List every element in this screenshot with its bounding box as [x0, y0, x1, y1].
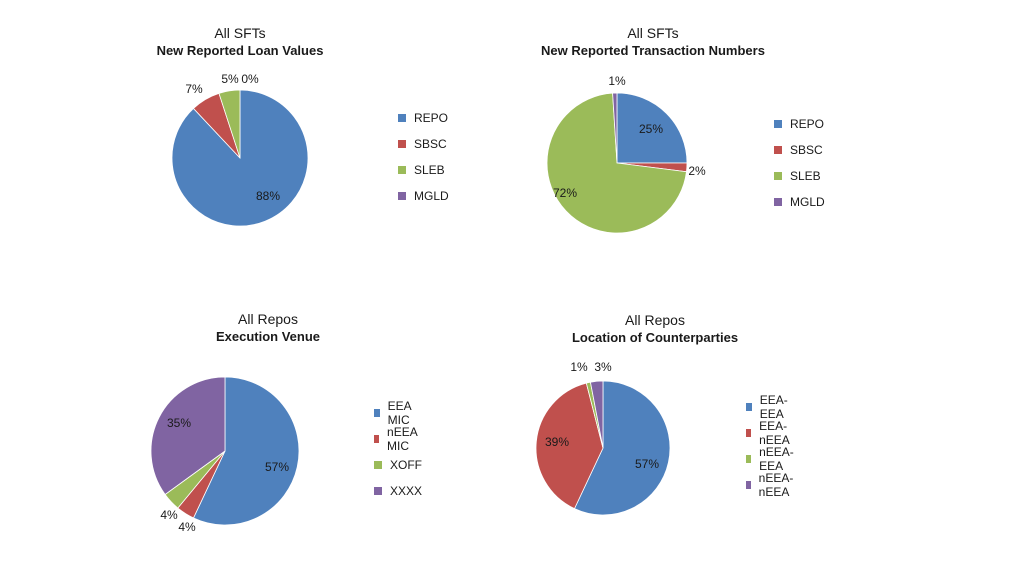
legend-item: XOFF	[374, 452, 422, 478]
chart-subtitle: All Repos	[625, 312, 685, 328]
legend-swatch	[374, 435, 380, 443]
data-label: 7%	[185, 82, 203, 96]
legend-item: REPO	[398, 105, 449, 131]
legend-swatch	[774, 146, 782, 154]
legend-item: XXXX	[374, 478, 422, 504]
legend-label: MGLD	[790, 195, 825, 209]
legend-swatch	[398, 166, 406, 174]
legend-item: MGLD	[398, 183, 449, 209]
legend-item: nEEA-EEA	[746, 445, 797, 473]
legend-transaction-numbers: REPO SBSC SLEB MGLD	[774, 111, 825, 215]
legend-label: nEEA MIC	[387, 425, 418, 453]
legend-label: XOFF	[390, 458, 422, 472]
chart-title-block: All Repos Location of Counterparties	[495, 311, 815, 347]
legend-item: MGLD	[774, 189, 825, 215]
legend-execution-venue: EEA MIC nEEA MIC XOFF XXXX	[374, 399, 422, 504]
legend-swatch	[746, 481, 751, 489]
chart-title: Execution Venue	[215, 329, 321, 344]
chart-subtitle: All Repos	[238, 311, 298, 327]
legend-counterparties: EEA-EEA EEA-nEEA nEEA-EEA nEEA-nEEA	[746, 393, 797, 499]
legend-swatch	[398, 114, 406, 122]
chart-subtitle: All SFTs	[214, 25, 266, 41]
legend-swatch	[746, 403, 752, 411]
legend-item: SBSC	[398, 131, 449, 157]
chart-title: New Reported Loan Values	[156, 43, 324, 58]
chart-title-block: All SFTs New Reported Transaction Number…	[493, 24, 813, 60]
legend-label: SLEB	[414, 163, 445, 177]
data-label: 88%	[256, 189, 280, 203]
legend-label: SLEB	[790, 169, 821, 183]
legend-label: SBSC	[790, 143, 823, 157]
legend-loan-values: REPO SBSC SLEB MGLD	[398, 105, 449, 209]
legend-item: SLEB	[398, 157, 449, 183]
data-label: 5%	[221, 72, 239, 86]
legend-swatch	[774, 120, 782, 128]
legend-label: XXXX	[390, 484, 423, 498]
chart-title-block: All SFTs New Reported Loan Values	[80, 24, 400, 60]
legend-label: nEEA-nEEA	[758, 471, 794, 499]
pie-slice-sleb	[218, 89, 241, 159]
legend-label: MGLD	[414, 189, 449, 203]
legend-swatch	[398, 140, 406, 148]
legend-swatch	[774, 172, 782, 180]
legend-label: SBSC	[414, 137, 447, 151]
legend-swatch	[374, 461, 382, 469]
chart-subtitle: All SFTs	[627, 25, 679, 41]
legend-label: nEEA-EEA	[759, 445, 794, 473]
legend-swatch	[774, 198, 782, 206]
legend-item: nEEA MIC	[374, 425, 422, 453]
chart-title: Location of Counterparties	[571, 330, 739, 345]
legend-item: REPO	[774, 111, 825, 137]
legend-swatch	[374, 487, 382, 495]
data-label: 0%	[241, 72, 259, 86]
legend-label: EEA-EEA	[759, 393, 788, 421]
legend-item: EEA-nEEA	[746, 419, 797, 447]
legend-swatch	[398, 192, 406, 200]
legend-swatch	[374, 409, 380, 417]
legend-item: nEEA-nEEA	[746, 471, 797, 499]
chart-title-block: All Repos Execution Venue	[108, 310, 428, 346]
legend-item: SBSC	[774, 137, 825, 163]
legend-label: EEA MIC	[387, 399, 411, 427]
legend-label: REPO	[414, 111, 449, 125]
legend-swatch	[746, 455, 752, 463]
legend-item: EEA-EEA	[746, 393, 797, 421]
legend-swatch	[746, 429, 752, 437]
legend-label: EEA-nEEA	[759, 419, 790, 447]
chart-title: New Reported Transaction Numbers	[541, 43, 765, 58]
legend-item: SLEB	[774, 163, 825, 189]
legend-item: EEA MIC	[374, 399, 422, 427]
legend-label: REPO	[790, 117, 825, 131]
